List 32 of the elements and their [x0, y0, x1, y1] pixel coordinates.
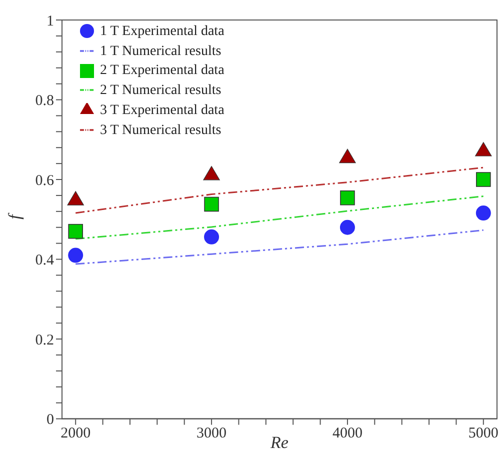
point	[340, 220, 355, 235]
x-axis-title: Re	[270, 432, 289, 452]
y-axis-title: f	[5, 212, 24, 220]
point	[475, 142, 492, 156]
point	[339, 148, 356, 164]
point	[67, 191, 84, 206]
legend-label: 2 T Numerical results	[100, 83, 222, 98]
line-series	[74, 166, 484, 214]
line-series	[74, 229, 484, 265]
y-tick-label: 1	[46, 13, 54, 30]
point	[203, 166, 220, 180]
legend-label: 3 T Experimental data	[100, 102, 224, 118]
legend-label: 1 T Experimental data	[100, 24, 224, 39]
x-tick-label: 4000	[332, 425, 362, 442]
legend-label: 1 T Numerical results	[100, 44, 222, 59]
point	[204, 196, 219, 212]
point	[476, 206, 491, 221]
point	[204, 229, 220, 244]
y-tick-label: 0.2	[35, 332, 54, 348]
y-tick-label: 0.6	[35, 172, 54, 189]
x-tick-label: 5000	[468, 425, 498, 442]
point	[68, 224, 83, 239]
point	[476, 172, 491, 187]
legend-label: 3 T Numerical results	[100, 122, 222, 138]
y-tick-label: 0	[46, 412, 54, 428]
legend-label: 2 T Experimental data	[100, 63, 224, 78]
point	[340, 190, 355, 206]
point	[68, 248, 84, 263]
y-tick-label: 0.4	[35, 252, 54, 269]
y-tick-label: 0.8	[35, 93, 54, 110]
x-tick-label: 3000	[196, 425, 227, 442]
x-tick-label: 2000	[60, 425, 91, 442]
